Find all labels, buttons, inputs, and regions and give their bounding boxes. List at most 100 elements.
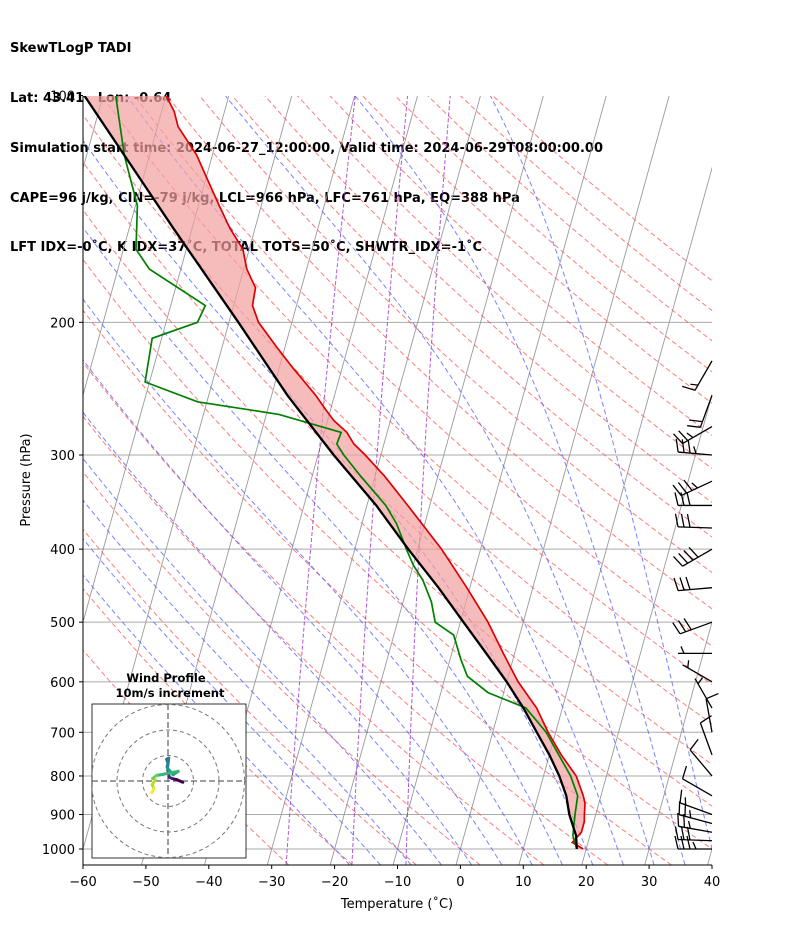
dry-adiabat bbox=[427, 96, 712, 342]
isotherm bbox=[518, 166, 712, 865]
wind-barb bbox=[682, 660, 713, 683]
barb-feather bbox=[679, 789, 683, 803]
x-tick-label: 0 bbox=[456, 875, 464, 890]
dry-adiabat bbox=[83, 587, 353, 865]
wind-barb bbox=[681, 765, 713, 797]
barb-feather bbox=[705, 692, 719, 700]
barb-feather bbox=[678, 430, 689, 441]
barb-feather bbox=[680, 513, 685, 528]
barb-feather bbox=[693, 446, 697, 454]
hodograph-trace-segment bbox=[150, 787, 156, 794]
x-tick-label: −60 bbox=[69, 875, 96, 890]
barb-feather bbox=[673, 577, 679, 591]
wind-barb bbox=[674, 826, 713, 842]
sounding-profiles bbox=[83, 96, 586, 850]
wind-barb bbox=[674, 835, 712, 850]
hodograph-subtitle: 10m/s increment bbox=[116, 686, 225, 700]
hodograph-trace-segment bbox=[165, 756, 171, 770]
wind-barb bbox=[674, 513, 713, 529]
barb-feather bbox=[689, 810, 692, 818]
barb-staff bbox=[682, 548, 713, 567]
dewpoint-line bbox=[114, 96, 579, 850]
moist-adiabat bbox=[83, 359, 503, 865]
dry-adiabat bbox=[83, 471, 481, 865]
y-tick-label: 600 bbox=[50, 676, 75, 691]
barb-feather bbox=[687, 660, 690, 668]
barb-staff bbox=[677, 838, 713, 842]
hodograph-trace-segment bbox=[160, 769, 180, 777]
barb-staff bbox=[682, 778, 713, 797]
moist-adiabat bbox=[489, 96, 712, 852]
barb-feather bbox=[686, 514, 691, 528]
x-axis-label: Temperature (˚C) bbox=[340, 896, 453, 912]
barb-feather bbox=[674, 826, 679, 840]
barb-staff bbox=[699, 722, 713, 756]
barb-staff bbox=[682, 664, 713, 683]
isotherm bbox=[644, 620, 712, 865]
barb-feather bbox=[692, 841, 697, 850]
dry-adiabat bbox=[83, 361, 608, 865]
stability-indices-1: CAPE=96 j/kg, CIN=-79 j/kg, LCL=966 hPa,… bbox=[10, 190, 520, 206]
barb-feather bbox=[675, 438, 679, 453]
barb-staff bbox=[679, 621, 713, 635]
isotherm bbox=[581, 393, 712, 865]
isotherm bbox=[329, 96, 544, 865]
barb-feather bbox=[677, 620, 687, 633]
barb-feather bbox=[691, 482, 698, 489]
barb-feather bbox=[686, 432, 694, 439]
barb-feather bbox=[689, 738, 699, 751]
x-tick-label: 10 bbox=[515, 875, 532, 890]
moist-adiabat bbox=[83, 499, 412, 865]
dry-adiabat bbox=[492, 96, 712, 282]
dry-adiabat bbox=[329, 96, 712, 437]
barb-feather bbox=[677, 482, 688, 494]
dry-adiabat bbox=[83, 114, 712, 725]
dry-adiabat bbox=[362, 96, 712, 404]
barb-staff bbox=[689, 749, 713, 777]
wind-barb bbox=[678, 646, 712, 655]
x-tick-label: 40 bbox=[704, 875, 721, 890]
barb-staff bbox=[694, 360, 713, 391]
barb-feather bbox=[681, 439, 685, 453]
hodograph-title: Wind Profile bbox=[126, 671, 206, 685]
x-tick-label: −10 bbox=[384, 875, 411, 890]
x-tick-label: −20 bbox=[321, 875, 348, 890]
barb-feather bbox=[679, 577, 685, 591]
barb-feather bbox=[697, 677, 704, 685]
wind-barb bbox=[694, 677, 713, 709]
barb-feather bbox=[687, 425, 701, 428]
moist-adiabat bbox=[126, 96, 624, 865]
wind-barb bbox=[673, 576, 713, 592]
barb-feather bbox=[686, 492, 691, 506]
y-axis-label: Pressure (hPa) bbox=[19, 433, 34, 526]
dry-adiabat bbox=[134, 96, 712, 647]
barb-feather bbox=[683, 618, 692, 631]
barb-feather bbox=[686, 835, 691, 850]
barb-feather bbox=[688, 546, 699, 558]
barb-feather bbox=[680, 646, 685, 654]
barb-feather bbox=[686, 826, 691, 841]
barb-feather bbox=[681, 765, 688, 780]
wind-barb bbox=[672, 479, 713, 497]
x-tick-label: −30 bbox=[258, 875, 285, 890]
chart-title: SkewTLogP TADI bbox=[10, 41, 132, 57]
barb-feather bbox=[672, 484, 682, 496]
x-tick-label: −40 bbox=[195, 875, 222, 890]
wind-barb bbox=[672, 618, 713, 635]
wind-barb bbox=[674, 492, 712, 507]
y-tick-label: 300 bbox=[50, 449, 75, 464]
barb-feather bbox=[672, 433, 684, 444]
barb-staff bbox=[677, 526, 713, 529]
barb-feather bbox=[687, 820, 691, 829]
barb-feather bbox=[689, 419, 703, 423]
x-tick-label: −50 bbox=[132, 875, 159, 890]
barb-feather bbox=[672, 622, 681, 635]
barb-feather bbox=[674, 835, 679, 850]
parcel-line bbox=[83, 96, 578, 850]
y-tick-label: 900 bbox=[50, 809, 75, 824]
x-tick-label: 20 bbox=[578, 875, 595, 890]
barb-staff bbox=[699, 395, 713, 428]
moist-adiabat bbox=[83, 298, 533, 865]
dry-adiabat bbox=[199, 96, 712, 574]
